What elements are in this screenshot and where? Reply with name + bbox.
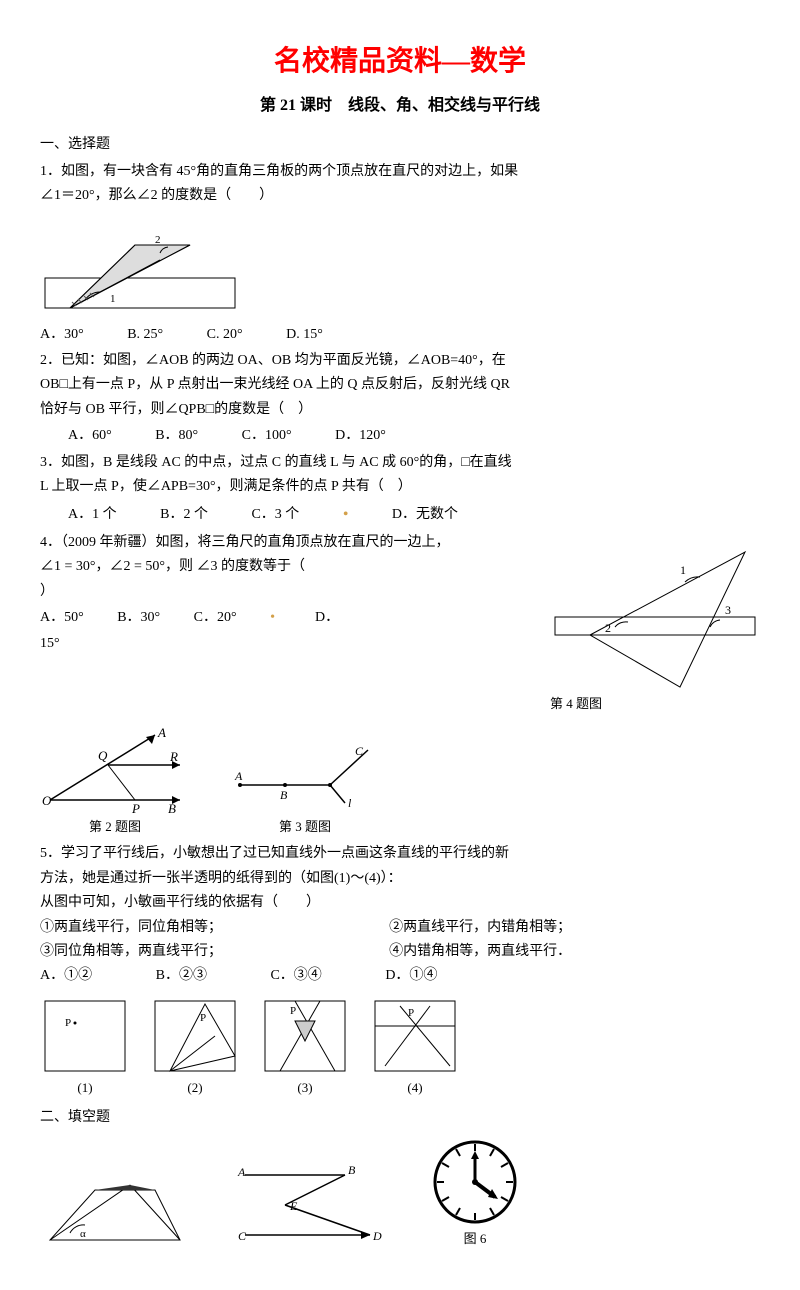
q5-options: A．①② B．②③ C．③④ D．①④ [40, 965, 760, 987]
svg-text:α: α [80, 1228, 86, 1240]
q1-options: A．30° B. 25° C. 20° D. 15° [40, 324, 760, 346]
q1-opt-a: A．30° [40, 324, 84, 346]
section-fill: 二、填空题 [40, 1107, 760, 1129]
main-title: 名校精品资料—数学 [40, 40, 760, 85]
q4-label-1: 1 [680, 563, 686, 577]
q5-opt-b: B．②③ [156, 965, 207, 987]
q5-stem-3: 从图中可知，小敏画平行线的依据有（ ） [40, 892, 760, 914]
q1-opt-c: C. 20° [207, 324, 243, 346]
q2-label-A: A [157, 725, 166, 740]
q2-label-B: B [168, 801, 176, 815]
svg-text:D: D [372, 1229, 382, 1243]
q5-fig-1: P [40, 996, 130, 1076]
q2-label-P: P [131, 801, 140, 815]
q5-figures: P (1) P (2) P (3) [40, 996, 760, 1099]
q5-stem-2: 方法，她是通过折一张半透明的纸得到的（如图(1)～(4)）： [40, 868, 760, 890]
svg-text:B: B [348, 1163, 356, 1177]
q4-figure: 1 3 2 [550, 532, 760, 692]
q3-options: A．1 个 B．2 个 C．3 个 • D．无数个 [68, 502, 760, 528]
q2-figure: O A B Q P R [40, 725, 190, 815]
q2-stem-3: 恰好与 OB 平行，则∠QPB□的度数是（ ） [40, 399, 760, 421]
q5-line2b: ④内错角相等，两直线平行． [389, 941, 735, 963]
q1-opt-b: B. 25° [127, 324, 163, 346]
q4-figure-block: 1 3 2 第 4 题图 [550, 532, 760, 715]
q4-label-2: 2 [605, 621, 611, 635]
q4-label-3: 3 [725, 603, 731, 617]
q2-label-R: R [169, 749, 178, 764]
q1-figure: 2 1 [40, 210, 240, 320]
q3-label-l: l [348, 796, 352, 810]
q3-figure: A B C l [230, 735, 380, 815]
q3-label-B: B [280, 788, 288, 802]
q4-opt-c: C．20° [194, 607, 237, 629]
fig6-caption: 图 6 [430, 1229, 520, 1250]
svg-text:P: P [65, 1017, 71, 1029]
q5-line1a: ①两直线平行，同位角相等； [40, 917, 386, 939]
q5-opt-c: C．③④ [270, 965, 321, 987]
q5-opt-d: D．①④ [385, 965, 437, 987]
q5-cap-1: (1) [40, 1078, 130, 1099]
q3-opt-a: A．1 个 [68, 504, 117, 526]
q1-stem-1: 1．如图，有一块含有 45°角的直角三角板的两个顶点放在直尺的对边上，如果 [40, 161, 760, 183]
q5-line1b: ②两直线平行，内错角相等； [389, 917, 735, 939]
question-3: 3．如图，B 是线段 AC 的中点，过点 C 的直线 L 与 AC 成 60°的… [40, 452, 760, 528]
q4-caption: 第 4 题图 [550, 694, 760, 715]
q3-opt-b: B．2 个 [160, 504, 208, 526]
q4-opt-a: A．50° [40, 607, 84, 629]
q1-stem-2: ∠1＝20°，那么∠2 的度数是（ ） [40, 185, 760, 207]
fill-fig-clock-icon [430, 1137, 520, 1227]
q3-opt-c: C．3 个 [251, 504, 299, 526]
sub-title: 第 21 课时 线段、角、相交线与平行线 [40, 93, 760, 119]
question-5: 5．学习了平行线后，小敏想出了过已知直线外一点画这条直线的平行线的新 方法，她是… [40, 843, 760, 1098]
question-2: 2．已知：如图，∠AOB 的两边 OA、OB 均为平面反光镜，∠AOB=40°，… [40, 350, 760, 448]
q2-opt-c: C．100° [242, 425, 292, 447]
q5-fig-2: P [150, 996, 240, 1076]
q3-stem-2: L 上取一点 P，使∠APB=30°，则满足条件的点 P 共有（ ） [40, 476, 760, 498]
q5-fig-4: P [370, 996, 460, 1076]
q2-opt-d: D．120° [335, 425, 386, 447]
q2-stem-2: OB□上有一点 P，从 P 点射出一束光线经 OA 上的 Q 点反射后，反射光线… [40, 374, 760, 396]
fill-fig-a: α [40, 1170, 190, 1250]
q5-cap-2: (2) [150, 1078, 240, 1099]
q3-opt-d: D．无数个 [392, 504, 458, 526]
q2-label-Q: Q [98, 748, 108, 763]
q3-label-A: A [234, 769, 243, 783]
figure-row-q2-q3: O A B Q P R 第 2 题图 A B C l 第 3 题图 [40, 725, 760, 838]
q5-fig-3: P [260, 996, 350, 1076]
question-1: 1．如图，有一块含有 45°角的直角三角板的两个顶点放在直尺的对边上，如果 ∠1… [40, 161, 760, 346]
q1-angle1-label: 1 [110, 293, 116, 305]
q1-opt-d: D. 15° [286, 324, 323, 346]
q5-cap-3: (3) [260, 1078, 350, 1099]
svg-text:A: A [237, 1165, 246, 1179]
q2-fig-caption: 第 2 题图 [40, 817, 190, 838]
q2-opt-b: B．80° [155, 425, 198, 447]
question-4: 1 3 2 第 4 题图 4．（2009 年新疆）如图，将三角尺的直角顶点放在直… [40, 532, 760, 715]
q2-opt-a: A．60° [68, 425, 112, 447]
svg-text:P: P [290, 1005, 296, 1017]
section-choice: 一、选择题 [40, 134, 760, 156]
q2-label-O: O [42, 793, 52, 808]
fill-figures-row: α A B E C D [40, 1137, 760, 1250]
q2-options: A．60° B．80° C．100° D．120° [68, 425, 760, 447]
svg-text:P: P [200, 1012, 206, 1024]
q5-cap-4: (4) [370, 1078, 460, 1099]
q5-line2a: ③同位角相等，两直线平行； [40, 941, 386, 963]
svg-text:C: C [238, 1229, 247, 1243]
fill-fig-b: A B E C D [230, 1160, 390, 1250]
q5-stem-1: 5．学习了平行线后，小敏想出了过已知直线外一点画这条直线的平行线的新 [40, 843, 760, 865]
q5-opt-a: A．①② [40, 965, 92, 987]
q3-stem-1: 3．如图，B 是线段 AC 的中点，过点 C 的直线 L 与 AC 成 60°的… [40, 452, 760, 474]
q4-opt-d: • [270, 607, 275, 629]
q4-opt-b: B．30° [117, 607, 160, 629]
q3-fig-caption: 第 3 题图 [230, 817, 380, 838]
q3-label-C: C [355, 744, 364, 758]
svg-text:P: P [408, 1007, 414, 1019]
q2-stem-1: 2．已知：如图，∠AOB 的两边 OA、OB 均为平面反光镜，∠AOB=40°，… [40, 350, 760, 372]
svg-text:E: E [289, 1199, 298, 1213]
q1-angle2-label: 2 [155, 234, 161, 246]
